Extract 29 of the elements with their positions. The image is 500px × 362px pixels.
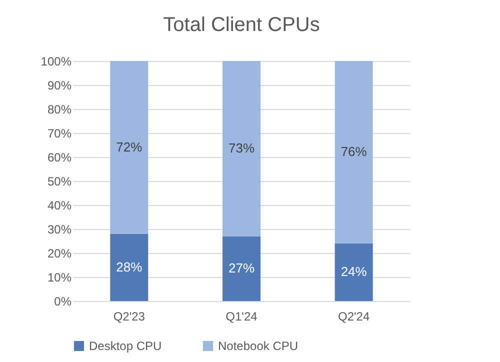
chart-title: Total Client CPUs [163, 14, 320, 36]
x-tick-label: Q2'23 [113, 310, 146, 324]
x-tick-label: Q1'24 [226, 310, 258, 324]
data-label: 76% [340, 144, 368, 160]
y-tick-label: 100% [40, 54, 72, 68]
y-tick-label: 50% [47, 174, 72, 188]
data-label: 73% [228, 140, 255, 156]
y-tick-label: 60% [47, 150, 72, 164]
y-tick-label: 40% [47, 198, 72, 212]
y-tick-label: 80% [47, 102, 72, 116]
legend-label: Desktop CPU [89, 339, 162, 353]
y-tick-label: 10% [47, 270, 72, 284]
y-tick-label: 70% [47, 126, 72, 140]
y-tick-label: 30% [47, 222, 72, 236]
bar [222, 236, 260, 301]
y-tick-label: 20% [47, 246, 72, 260]
bar [110, 234, 148, 301]
bar [110, 61, 148, 234]
data-label: 27% [228, 260, 255, 276]
y-tick-label: 90% [47, 78, 72, 92]
data-label: 72% [116, 139, 143, 154]
bar [334, 61, 373, 244]
data-label: 24% [340, 264, 368, 280]
legend-label: Notebook CPU [218, 339, 298, 353]
x-tick-label: Q2'24 [338, 310, 370, 324]
bar [222, 61, 260, 236]
data-label: 28% [116, 259, 143, 274]
bar [334, 243, 373, 301]
y-tick-label: 0% [54, 294, 72, 308]
